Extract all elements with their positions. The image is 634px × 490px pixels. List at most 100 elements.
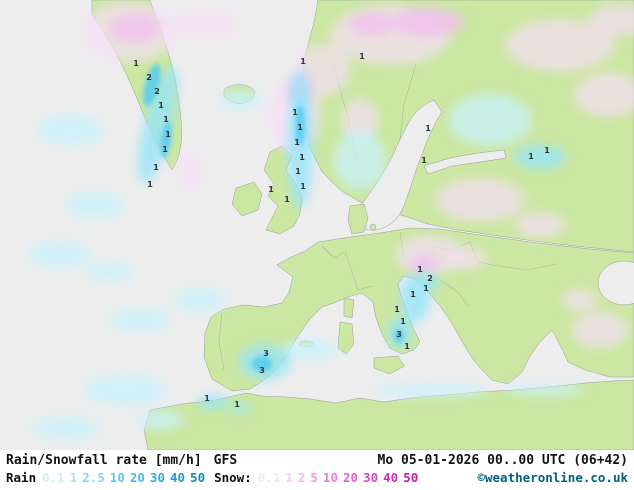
scale-value: 50	[403, 470, 419, 485]
precip-area	[394, 329, 404, 343]
precip-area	[435, 178, 525, 222]
precip-value-label: 1	[544, 146, 550, 155]
precip-area	[36, 114, 104, 146]
snow-scale: 0.1 1 2 5 10 20 30 40 50	[258, 470, 418, 485]
precip-value-label: 2	[427, 274, 433, 283]
scale-value: 50	[190, 470, 206, 485]
scale-value: 0.1	[42, 470, 65, 485]
precip-area	[109, 13, 161, 43]
scale-value: 30	[363, 470, 379, 485]
country-border	[321, 245, 345, 259]
precip-value-label: 2	[154, 87, 160, 96]
datetime-label: Mo 05-01-2026 00..00 UTC (06+42)	[377, 453, 628, 468]
precip-area	[417, 273, 439, 291]
precip-area	[572, 312, 628, 348]
precip-value-label: 1	[204, 394, 210, 403]
precip-area	[230, 403, 250, 413]
scale-value: 40	[383, 470, 399, 485]
legend: Rain/Snowfall rate [mm/h] GFS Mo 05-01-2…	[0, 450, 634, 490]
precip-area	[334, 130, 386, 190]
precip-area	[28, 241, 92, 269]
rain-heavy-cores	[143, 63, 404, 372]
country-border	[399, 63, 417, 141]
precip-area	[410, 264, 426, 276]
precip-area	[295, 105, 305, 145]
precip-value-label: 1	[165, 130, 171, 139]
baltic-sea	[353, 99, 443, 231]
precip-value-label: 1	[163, 115, 169, 124]
precip-value-label: 1	[423, 284, 429, 293]
precip-area	[136, 410, 184, 430]
precip-area	[590, 4, 634, 36]
precip-area	[514, 145, 566, 169]
model-label: GFS	[213, 453, 238, 468]
precip-value-label: 1	[410, 290, 416, 299]
precip-value-label: 1	[295, 167, 301, 176]
precip-area	[143, 63, 161, 107]
scale-value: 5	[310, 470, 318, 485]
precip-value-label: 1	[300, 182, 306, 191]
precip-area	[252, 356, 272, 372]
country-border	[344, 251, 359, 291]
precip-value-label: 1	[158, 101, 164, 110]
precip-value-label: 1	[234, 400, 240, 409]
precip-area	[392, 7, 464, 37]
precip-area	[282, 339, 338, 361]
precip-value-label: 1	[400, 317, 406, 326]
land-sicily	[373, 355, 405, 375]
precip-value-label: 1	[297, 123, 303, 132]
precip-value-label: 2	[146, 73, 152, 82]
precip-area	[31, 416, 99, 440]
precip-area	[138, 66, 178, 184]
precip-area	[110, 308, 170, 332]
precip-area	[370, 383, 490, 397]
precip-value-label: 1	[300, 57, 306, 66]
country-border	[357, 285, 373, 291]
precip-area	[171, 9, 239, 39]
rain-areas	[28, 66, 585, 440]
precip-value-label: 1	[133, 59, 139, 68]
precip-area	[342, 98, 378, 142]
legend-scale-row: Rain 0.1 1 2.5 10 20 30 40 50 Snow: 0.1 1 2 5 10 20 3…	[6, 470, 628, 485]
precip-area	[562, 289, 598, 311]
precip-area	[197, 395, 229, 409]
precip-value-label: 1	[294, 138, 300, 147]
precip-value-label: 1	[528, 152, 534, 161]
scale-value: 1	[69, 470, 78, 485]
scale-value: 2.5	[82, 470, 105, 485]
precip-value-label: 1	[162, 145, 168, 154]
country-border	[218, 311, 225, 371]
scale-value: 10	[109, 470, 125, 485]
precip-area	[174, 288, 226, 312]
precip-area	[448, 94, 532, 146]
precip-value-label: 1	[421, 156, 427, 165]
precip-area	[218, 90, 262, 110]
precip-area	[505, 384, 585, 396]
country-border	[439, 279, 469, 307]
legend-title-row: Rain/Snowfall rate [mm/h] GFS Mo 05-01-2…	[6, 453, 628, 468]
black-sea	[597, 260, 634, 306]
precip-value-label: 3	[396, 330, 402, 339]
country-border	[497, 263, 557, 271]
scale-value: 1	[285, 470, 293, 485]
precip-area	[574, 73, 634, 117]
land-corsica	[343, 297, 355, 319]
scale-value: 10	[322, 470, 338, 485]
land-danish-isles	[369, 223, 377, 231]
precip-value-label: 3	[259, 366, 265, 375]
precip-value-label: 1	[284, 195, 290, 204]
scale-value: 20	[342, 470, 359, 485]
precip-value-label: 1	[417, 265, 423, 274]
scale-value: 30	[149, 470, 165, 485]
precip-value-label: 1	[359, 52, 365, 61]
precip-area	[83, 374, 167, 406]
gulf-of-finland	[423, 149, 507, 175]
scale-value: 0.1	[257, 470, 281, 485]
precip-area	[290, 70, 310, 120]
rain-scale: 0.1 1 2.5 10 20 30 40 50	[42, 470, 205, 485]
precip-value-label: 1	[394, 305, 400, 314]
